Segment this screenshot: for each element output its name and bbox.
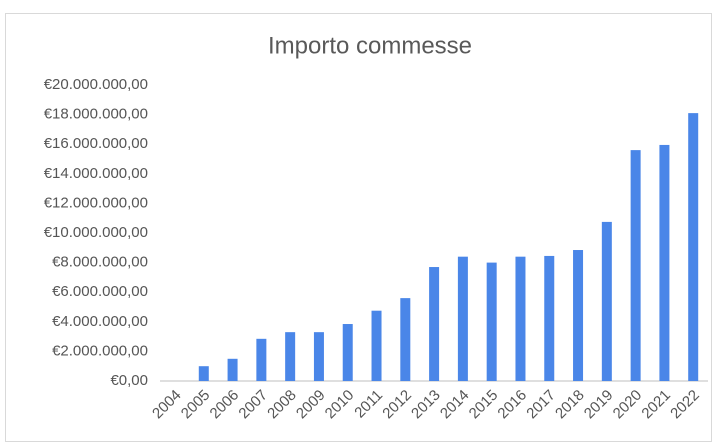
- y-tick-label: €0,00: [110, 372, 148, 389]
- bar: [198, 366, 209, 381]
- bar: [313, 332, 324, 381]
- bar: [544, 255, 555, 381]
- bar: [573, 250, 584, 381]
- y-tick-label: €14.000.000,00: [44, 165, 148, 182]
- chart-frame: [5, 13, 712, 442]
- y-tick-label: €20.000.000,00: [44, 76, 148, 93]
- bar: [688, 113, 699, 382]
- bar: [486, 262, 497, 381]
- y-tick-label: €2.000.000,00: [52, 342, 148, 359]
- bar: [457, 256, 468, 381]
- bar: [601, 221, 612, 381]
- bar: [371, 310, 382, 381]
- y-tick-label: €4.000.000,00: [52, 313, 148, 330]
- bar: [429, 267, 440, 381]
- bar: [227, 358, 238, 381]
- y-tick-label: €8.000.000,00: [52, 254, 148, 271]
- bar: [342, 324, 353, 381]
- y-tick-label: €16.000.000,00: [44, 135, 148, 152]
- bar: [400, 298, 411, 381]
- y-tick-label: €18.000.000,00: [44, 106, 148, 123]
- bar: [285, 332, 296, 381]
- y-tick-label: €12.000.000,00: [44, 194, 148, 211]
- bar: [515, 256, 526, 381]
- bar: [659, 144, 670, 381]
- bar: [630, 150, 641, 381]
- y-tick-label: €6.000.000,00: [52, 283, 148, 300]
- y-tick-label: €10.000.000,00: [44, 224, 148, 241]
- bar: [256, 338, 267, 381]
- chart-title: Importo commesse: [268, 32, 472, 59]
